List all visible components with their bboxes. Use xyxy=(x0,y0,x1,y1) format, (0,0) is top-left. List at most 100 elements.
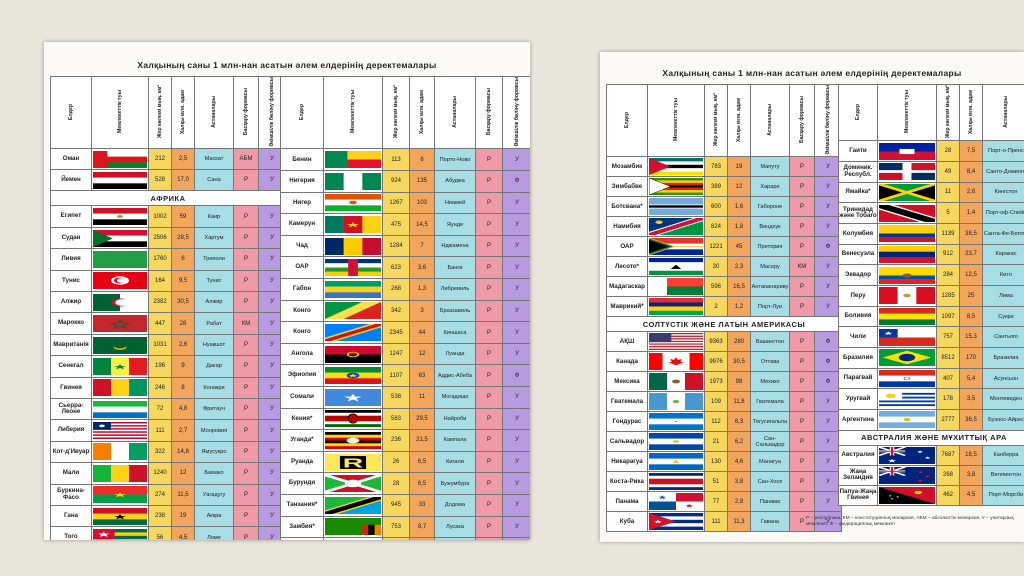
cell-area: 246 xyxy=(148,376,172,399)
flag-cell xyxy=(91,148,149,171)
cell-adm: У xyxy=(502,472,530,495)
cell-pop: 8 xyxy=(171,376,195,399)
cell-adm: У xyxy=(258,248,286,271)
flag-cell xyxy=(647,216,705,238)
cell-pop: 3,8 xyxy=(727,471,751,493)
cell-pop: 170 xyxy=(959,347,983,369)
cell-capital: Ниамей xyxy=(434,191,476,215)
flag-cell xyxy=(323,278,383,301)
cell-capital: Ломе xyxy=(194,526,234,540)
flag-cell xyxy=(323,493,383,517)
cell-pop: 11 xyxy=(409,386,435,409)
cell-name: Мавританія xyxy=(50,333,92,357)
cell-adm: Ф xyxy=(814,371,842,393)
country-row: Тунис 164 9,5 Тунис Р У xyxy=(50,269,286,293)
cell-area: 322 xyxy=(148,440,172,464)
senegal-flag-icon xyxy=(93,357,147,375)
flag-cell xyxy=(91,376,149,399)
cell-capital: Луанда xyxy=(434,342,476,366)
cell-area: 8512 xyxy=(936,347,960,369)
country-row: Сьерра-Леоне 72 4,8 Фритаун Р У xyxy=(50,397,286,421)
cell-area: 753 xyxy=(382,515,410,539)
header-capital-label: Астаналары xyxy=(452,95,458,128)
cell-name: Тунис xyxy=(50,269,92,293)
cell-area: 2 xyxy=(704,296,728,318)
cell-name: Венесуэла xyxy=(838,243,878,266)
country-row: Мозамбик 783 19 Мапуту Р У xyxy=(606,156,842,178)
cell-area: 783 xyxy=(704,156,728,178)
flag-cell xyxy=(91,355,149,378)
cell-capital: Антананариву xyxy=(750,276,790,298)
country-row: Бразилия 8512 170 Бразилиа xyxy=(838,347,1024,369)
header-country: Елдер xyxy=(606,83,648,158)
cell-name: Габон xyxy=(280,278,324,301)
cell-area: 130 xyxy=(704,451,728,473)
cell-gov: Р xyxy=(475,364,503,387)
cell-name: Колумбия xyxy=(838,222,878,245)
country-row: Руанда R 26 6,5 Кигали Р У xyxy=(280,450,530,474)
country-row: Эфиопия 1107 63 Аддис-Абеба Р Ф xyxy=(280,364,530,387)
flag-cell: R xyxy=(323,450,383,474)
flag-cell xyxy=(877,284,937,307)
tanzania-flag-icon xyxy=(325,496,381,514)
chile-flag-icon xyxy=(879,328,935,346)
cell-pop: 17,0 xyxy=(171,169,195,192)
cell-area: 77 xyxy=(704,491,728,513)
mexico-flag-icon xyxy=(649,373,703,391)
header-country: Елдер xyxy=(50,75,92,150)
cell-name: Конго xyxy=(280,299,324,323)
header-capital: Астаналары xyxy=(434,75,476,150)
country-row: Гвинея 246 8 Конакри Р У xyxy=(50,376,286,399)
flag-cell xyxy=(323,191,383,215)
haiti-flag-icon xyxy=(879,142,935,160)
cell-pop: 1,6 xyxy=(727,196,751,218)
cell-area: 824 xyxy=(704,216,728,238)
cell-pop: 98 xyxy=(727,371,751,393)
burundi-flag-icon xyxy=(325,475,381,493)
cell-capital: Конакри xyxy=(194,376,234,399)
left-page: Халқының саны 1 млн-нан асатын әлем елде… xyxy=(44,42,530,540)
cell-gov: Р xyxy=(789,156,815,178)
cell-adm: У xyxy=(502,493,530,517)
cell-name: ОАР xyxy=(280,256,324,280)
country-row: Замбия* 753 8,7 Лусака Р У xyxy=(280,515,530,539)
cell-adm: У xyxy=(814,196,842,218)
cell-pop: 2,8 xyxy=(727,491,751,513)
cell-area: 2506 xyxy=(148,226,172,250)
algeria-flag-icon xyxy=(93,293,147,311)
header-flag: Мемлекеттік туы xyxy=(647,83,705,158)
togo-flag-icon xyxy=(93,529,147,540)
cell-area: 11 xyxy=(936,181,960,204)
cell-pop: 2,7 xyxy=(171,419,195,442)
right-page: Халқының саны 1 млн-нан асатын әлем елде… xyxy=(600,52,1024,542)
venezuela-flag-icon xyxy=(879,245,935,263)
flag-cell xyxy=(323,342,383,366)
nigeria-flag-icon xyxy=(325,172,381,190)
country-row: Мексика 1973 98 Мехико Р Ф xyxy=(606,371,842,393)
cell-name: Гана xyxy=(50,504,92,528)
cell-adm: У xyxy=(814,451,842,473)
country-row: Ямайка* 11 2,6 Кингстон xyxy=(838,181,1024,204)
cell-pop: 4,5 xyxy=(959,484,983,506)
cell-capital: Буэнос-Айрес xyxy=(982,409,1024,431)
cell-pop: 6,3 xyxy=(727,411,751,433)
flag-cell xyxy=(877,444,937,466)
cell-name: Никарагуа xyxy=(606,451,648,473)
cell-capital: Нджамена xyxy=(434,234,476,258)
cell-gov: КМ xyxy=(789,256,815,278)
cell-area: 1221 xyxy=(704,236,728,258)
country-row: Бурунди 28 6,5 Бужумбура Р У xyxy=(280,472,530,495)
cell-area: 284 xyxy=(936,264,960,286)
cell-gov: АБМ xyxy=(233,148,259,171)
zambia-flag-icon xyxy=(325,518,381,536)
cell-area: 1760 xyxy=(148,248,172,271)
country-row: Алжир 2382 30,5 Алжир Р У xyxy=(50,291,286,314)
cell-area: 389 xyxy=(704,176,728,198)
cell-name: Эквадор xyxy=(838,264,878,286)
cell-capital: Киншаса xyxy=(434,321,476,344)
country-row: Ливия 1760 6 Триполи Р У xyxy=(50,248,286,271)
cell-pop: 6,2 xyxy=(727,431,751,453)
trinidad-flag-icon xyxy=(879,204,935,222)
flag-cell xyxy=(323,234,383,258)
country-row: Уругвай 178 3,5 Монтевидео xyxy=(838,388,1024,411)
